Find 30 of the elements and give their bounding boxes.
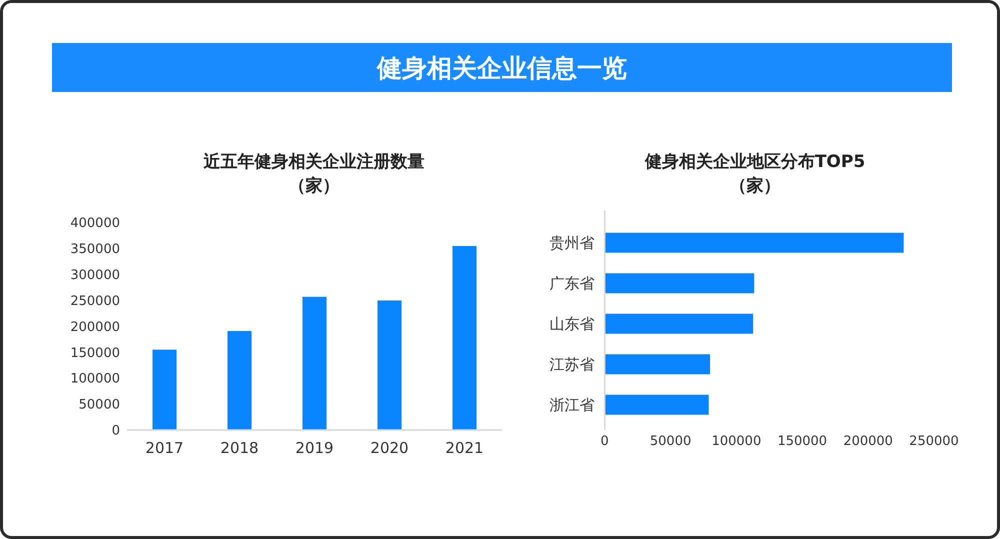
x-tick-label: 150000	[777, 434, 828, 449]
y-tick-label: 贵州省	[550, 234, 595, 252]
y-tick-label: 350000	[70, 242, 120, 258]
y-tick-label: 广东省	[550, 274, 595, 292]
x-tick-label: 2017	[145, 439, 184, 457]
y-tick-label: 100000	[70, 372, 120, 387]
chart-title: 健身相关企业地区分布TOP5	[644, 152, 866, 172]
y-tick-label: 浙江省	[550, 396, 595, 414]
chart-subtitle: （家）	[730, 176, 780, 196]
y-tick-label: 150000	[70, 346, 120, 361]
y-tick-label: 250000	[70, 294, 120, 309]
x-tick-label: 2021	[445, 439, 484, 457]
y-tick-label: 200000	[70, 320, 120, 335]
x-tick-label: 200000	[843, 434, 893, 449]
x-tick-label: 100000	[712, 434, 762, 449]
x-tick-label: 2020	[370, 439, 409, 457]
y-tick-label: 江苏省	[550, 355, 595, 374]
x-tick-label: 0	[600, 434, 609, 449]
y-tick-label: 400000	[70, 216, 120, 232]
y-tick-label: 山东省	[550, 314, 595, 333]
y-tick-label: 300000	[70, 268, 120, 284]
text: 健身相关企业信息一览	[376, 54, 627, 82]
y-tick-label: 0	[112, 424, 120, 438]
y-tick-label: 50000	[78, 398, 120, 413]
x-tick-label: 2018	[220, 439, 259, 457]
x-tick-label: 250000	[909, 434, 959, 449]
chart-subtitle: （家）	[288, 176, 340, 196]
chart-title: 近五年健身相关企业注册数量	[202, 152, 424, 172]
x-tick-label: 2019	[295, 439, 334, 457]
x-tick-label: 50000	[650, 434, 692, 449]
